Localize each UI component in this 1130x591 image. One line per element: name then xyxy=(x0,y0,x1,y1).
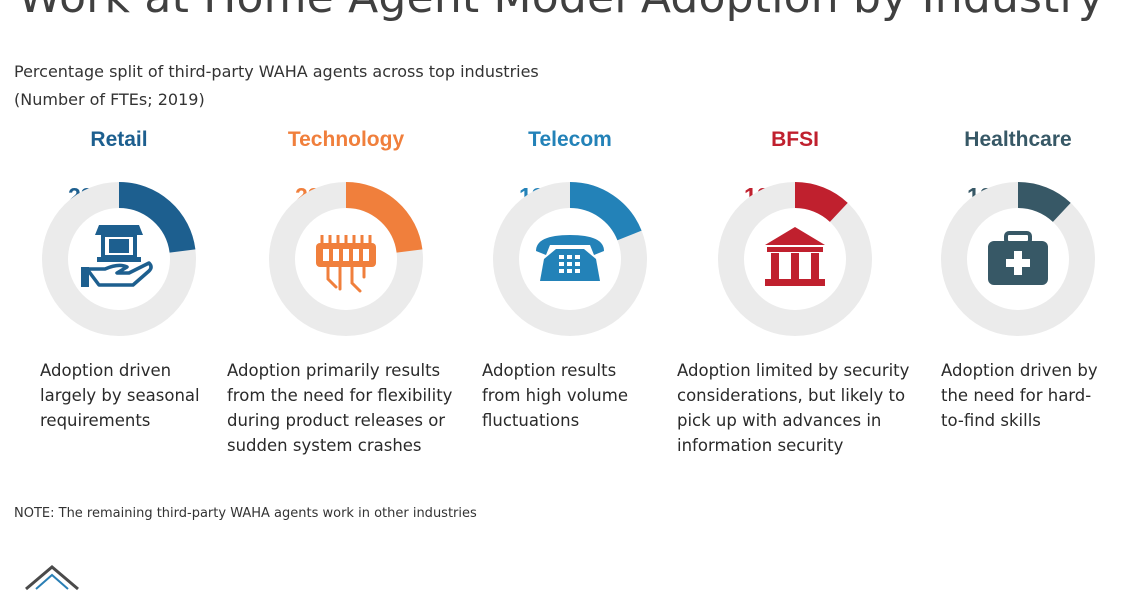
industry-label: Healthcare xyxy=(964,128,1072,151)
bank-building-icon xyxy=(765,227,825,286)
store-hand-icon xyxy=(81,225,153,287)
industry-description: Adoption driven largely by seasonal requir… xyxy=(40,358,276,433)
donut-slice xyxy=(794,182,848,223)
industry-label: Telecom xyxy=(528,128,612,151)
footnote: NOTE: The remaining third-party WAHA age… xyxy=(14,506,477,521)
description-line: considerations, but likely to xyxy=(677,386,906,405)
donut-slice xyxy=(569,182,642,241)
industry-description: Adoption driven by the need for hard-to-f… xyxy=(941,358,1130,433)
subtitle: Percentage split of third-party WAHA age… xyxy=(14,62,539,81)
everest-logo xyxy=(25,565,79,591)
description-line: sudden system crashes xyxy=(227,436,422,455)
donut-chart xyxy=(42,182,196,336)
description-line: pick up with advances in xyxy=(677,411,882,430)
industry-description: Adoption primarily results from the need … xyxy=(227,358,463,458)
telephone-icon xyxy=(536,235,604,281)
description-line: information security xyxy=(677,436,844,455)
industry-description: Adoption results from high volume fluctuat… xyxy=(482,358,718,433)
circuit-chip-icon xyxy=(316,235,376,293)
description-line: largely by seasonal xyxy=(40,386,200,405)
description-line: requirements xyxy=(40,411,151,430)
description-line: from high volume xyxy=(482,386,628,405)
description-line: the need for hard- xyxy=(941,386,1092,405)
description-line: during product releases or xyxy=(227,411,446,430)
donut-chart xyxy=(269,182,423,336)
industry-label: BFSI xyxy=(771,128,819,151)
donut-slice xyxy=(118,182,196,254)
description-line: to-find skills xyxy=(941,411,1041,430)
industry-label: Retail xyxy=(90,128,148,151)
medical-kit-icon xyxy=(988,231,1048,285)
description-line: from the need for flexibility xyxy=(227,386,453,405)
page-title: Work at Home Agent Model Adoption by Ind… xyxy=(18,0,1104,23)
industry-label: Technology xyxy=(287,128,405,151)
subtitle-units: (Number of FTEs; 2019) xyxy=(14,90,205,109)
donut-chart xyxy=(718,182,872,336)
donut-slice xyxy=(345,182,423,254)
description-line: Adoption primarily results xyxy=(227,361,441,380)
industry-description: Adoption limited by security consideratio… xyxy=(677,358,913,458)
description-line: Adoption driven by xyxy=(941,361,1098,380)
description-line: Adoption results xyxy=(482,361,617,380)
donut-chart xyxy=(493,182,647,336)
donut-slice xyxy=(1017,182,1071,223)
description-line: fluctuations xyxy=(482,411,580,430)
donut-chart xyxy=(941,182,1095,336)
description-line: Adoption limited by security xyxy=(677,361,910,380)
description-line: Adoption driven xyxy=(40,361,172,380)
